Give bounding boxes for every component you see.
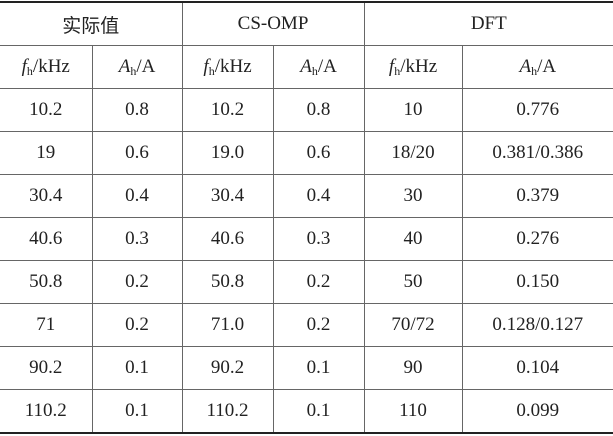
cell: 0.128/0.127 xyxy=(461,303,613,347)
unit: /A xyxy=(136,55,156,77)
cell: 70/72 xyxy=(363,303,463,347)
cell: 40 xyxy=(363,217,463,261)
cell: 0.4 xyxy=(272,174,365,218)
cell: 10.2 xyxy=(0,88,93,132)
cell: 0.2 xyxy=(272,260,365,304)
cell: 0.8 xyxy=(272,88,365,132)
subscript: h xyxy=(531,63,538,78)
sub-header-row: fh/kHz Ah/A fh/kHz Ah/A fh/kHz Ah/A xyxy=(0,45,613,89)
data-row: 110.2 0.1 110.2 0.1 110 0.099 xyxy=(0,389,613,434)
cell: 0.8 xyxy=(91,88,183,132)
cell: 0.2 xyxy=(272,303,365,347)
cell: 90 xyxy=(363,346,463,390)
cell: 0.381/0.386 xyxy=(461,131,613,175)
symbol: A xyxy=(519,55,532,77)
cell: 110 xyxy=(363,389,463,434)
cell: 30.4 xyxy=(0,174,93,218)
cell: 19 xyxy=(0,131,93,175)
unit: /kHz xyxy=(32,55,70,77)
cell: 50.8 xyxy=(181,260,274,304)
cell: 0.104 xyxy=(461,346,613,390)
sub-header: Ah/A xyxy=(461,45,613,89)
cell: 0.2 xyxy=(91,303,183,347)
cell: 0.1 xyxy=(272,346,365,390)
symbol: f xyxy=(21,55,27,77)
sub-header: fh/kHz xyxy=(0,45,93,89)
data-row: 71 0.2 71.0 0.2 70/72 0.128/0.127 xyxy=(0,303,613,347)
data-row: 10.2 0.8 10.2 0.8 10 0.776 xyxy=(0,88,613,132)
cell: 0.379 xyxy=(461,174,613,218)
data-row: 50.8 0.2 50.8 0.2 50 0.150 xyxy=(0,260,613,304)
sub-header: Ah/A xyxy=(91,45,183,89)
unit: /kHz xyxy=(214,55,252,77)
cell: 30.4 xyxy=(181,174,274,218)
unit: /kHz xyxy=(400,55,438,77)
data-row: 19 0.6 19.0 0.6 18/20 0.381/0.386 xyxy=(0,131,613,175)
cell: 40.6 xyxy=(0,217,93,261)
subscript: h xyxy=(394,63,401,78)
cell: 0.1 xyxy=(272,389,365,434)
cell: 0.276 xyxy=(461,217,613,261)
cell: 0.776 xyxy=(461,88,613,132)
subscript: h xyxy=(311,63,318,78)
cell: 50.8 xyxy=(0,260,93,304)
cell: 0.6 xyxy=(91,131,183,175)
cell: 0.2 xyxy=(91,260,183,304)
subscript: h xyxy=(130,63,137,78)
cell: 10 xyxy=(363,88,463,132)
symbol: f xyxy=(388,55,395,77)
sub-header: fh/kHz xyxy=(181,45,274,89)
cell: 0.6 xyxy=(272,131,365,175)
cell: 0.3 xyxy=(272,217,365,261)
cell: 40.6 xyxy=(181,217,274,261)
group-header: CS-OMP xyxy=(181,1,365,46)
cell: 50 xyxy=(363,260,463,304)
symbol: A xyxy=(118,55,131,77)
cell: 30 xyxy=(363,174,463,218)
cell: 90.2 xyxy=(181,346,274,390)
group-header-row: 实际值 CS-OMP DFT xyxy=(0,1,613,46)
cell: 10.2 xyxy=(181,88,274,132)
cell: 0.1 xyxy=(91,346,183,390)
cell: 19.0 xyxy=(181,131,274,175)
cell: 110.2 xyxy=(0,389,93,434)
data-row: 90.2 0.1 90.2 0.1 90 0.104 xyxy=(0,346,613,390)
group-header: 实际值 xyxy=(0,1,183,46)
symbol: A xyxy=(300,55,312,77)
data-row: 30.4 0.4 30.4 0.4 30 0.379 xyxy=(0,174,613,218)
subscript: h xyxy=(26,63,33,78)
data-row: 40.6 0.3 40.6 0.3 40 0.276 xyxy=(0,217,613,261)
cell: 18/20 xyxy=(363,131,463,175)
sub-header: Ah/A xyxy=(272,45,365,89)
group-header: DFT xyxy=(363,1,613,46)
cell: 0.1 xyxy=(91,389,183,434)
cell: 0.099 xyxy=(461,389,613,434)
cell: 71.0 xyxy=(181,303,274,347)
cell: 0.150 xyxy=(461,260,613,304)
subscript: h xyxy=(208,63,215,78)
cell: 110.2 xyxy=(181,389,274,434)
sub-header: fh/kHz xyxy=(363,45,463,89)
unit: /A xyxy=(537,55,557,77)
cell: 71 xyxy=(0,303,93,347)
cell: 0.3 xyxy=(91,217,183,261)
cell: 0.4 xyxy=(91,174,183,218)
unit: /A xyxy=(317,55,337,77)
symbol: f xyxy=(203,55,209,77)
cell: 90.2 xyxy=(0,346,93,390)
